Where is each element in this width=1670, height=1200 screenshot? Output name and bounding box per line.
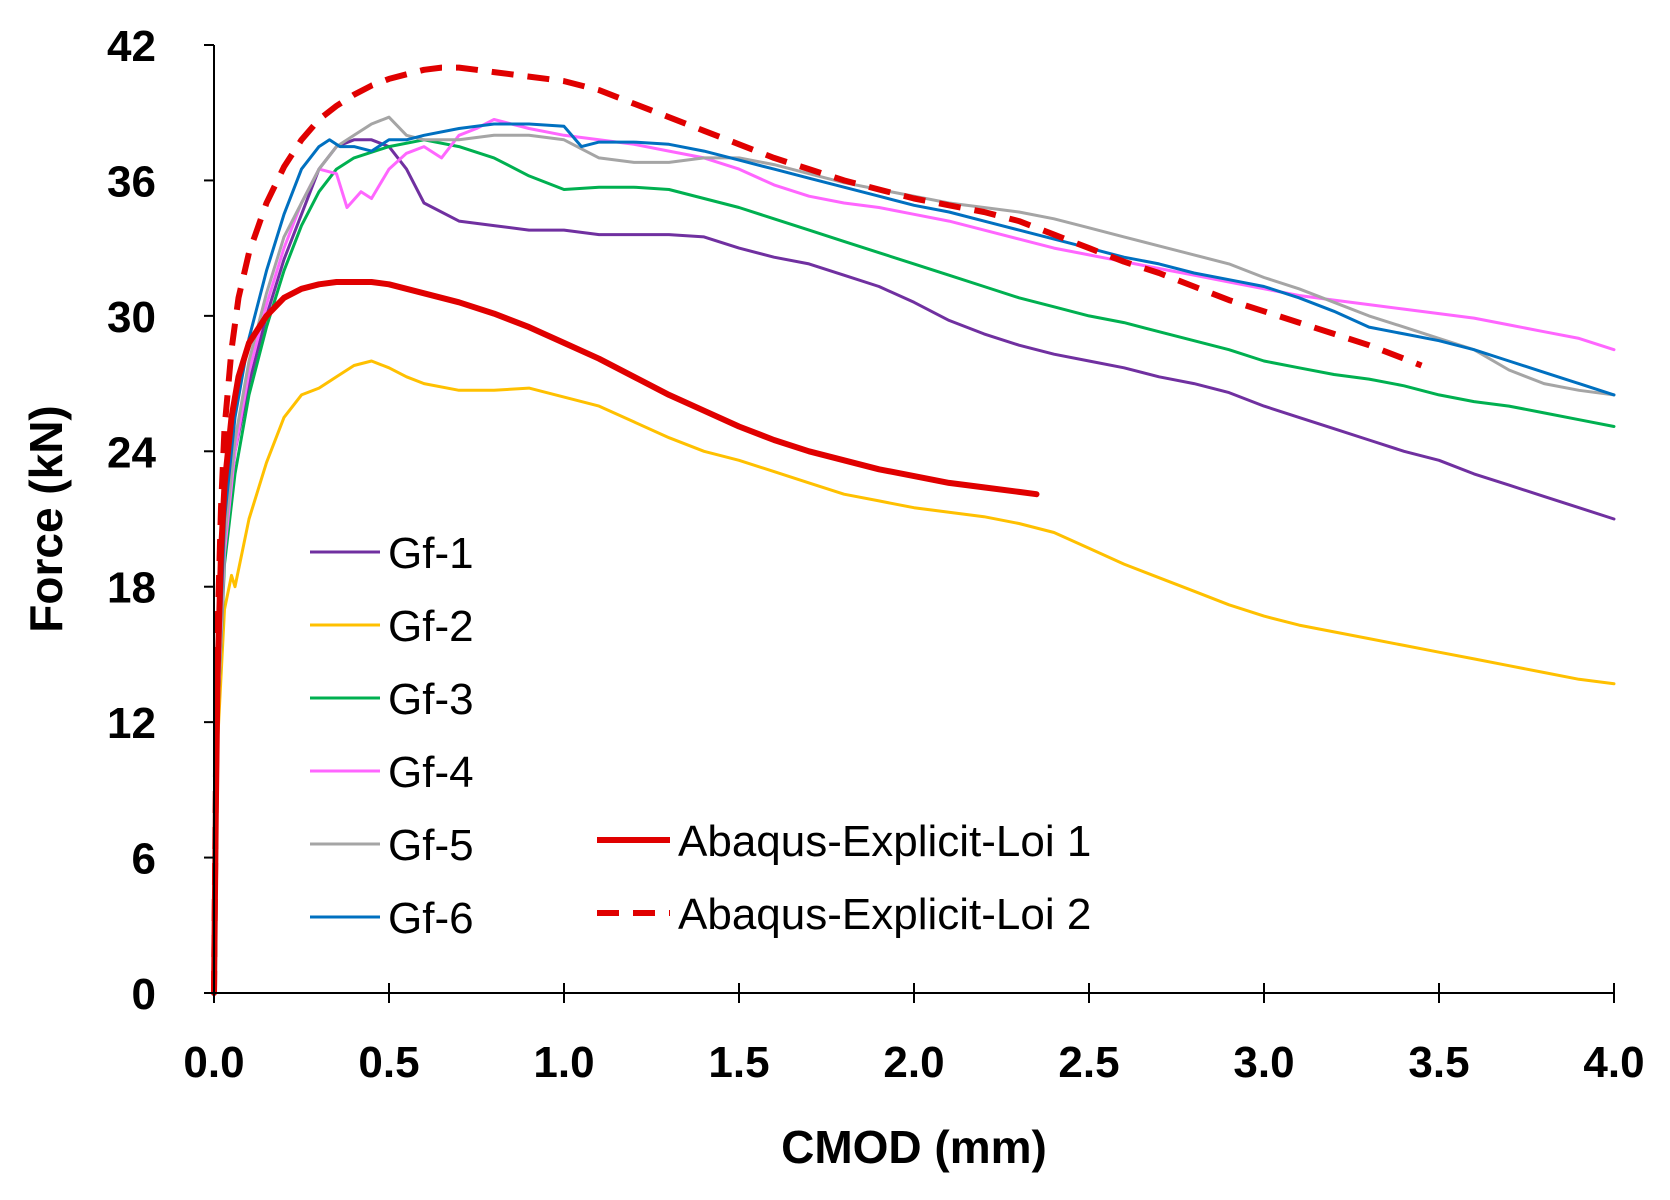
legend-label: Abaqus-Explicit-Loi 1 — [678, 817, 1091, 866]
y-tick-label: 12 — [107, 699, 156, 748]
y-tick-label: 0 — [132, 970, 156, 1019]
legend: Gf-1 Gf-2 Gf-3 Gf-4 Gf-5 Gf-6 Abaqus-Explicit-… — [310, 529, 1091, 943]
legend-label: Gf-1 — [388, 529, 474, 578]
series-layer — [211, 64, 1616, 996]
x-tick-label: 2.0 — [883, 1038, 944, 1087]
axes-layer: 0.0 0.5 1.0 1.5 2.0 2.5 3.0 3.5 4.0 0 6 12 18 24 30 36… — [107, 22, 1645, 1087]
legend-label: Gf-6 — [388, 894, 474, 943]
legend-label: Abaqus-Explicit-Loi 2 — [678, 890, 1091, 939]
y-tick-label: 6 — [132, 835, 156, 884]
legend-label: Gf-4 — [388, 748, 474, 797]
y-tick-label: 18 — [107, 564, 156, 613]
y-tick-label: 24 — [107, 428, 156, 477]
x-axis-title: CMOD (mm) — [781, 1121, 1047, 1173]
x-tick-label: 1.0 — [533, 1038, 594, 1087]
x-tick-label: 3.5 — [1408, 1038, 1469, 1087]
y-ticks: 0 6 12 18 24 30 36 42 — [107, 22, 214, 1019]
legend-label: Gf-3 — [388, 675, 474, 724]
x-tick-label: 0.5 — [358, 1038, 419, 1087]
series-line-gf-5 — [212, 115, 1616, 995]
series-line-abaqus-explicit-loi-1 — [211, 279, 1040, 996]
series-line-abaqus-explicit-loi-2 — [211, 64, 1423, 994]
y-tick-label: 36 — [107, 157, 156, 206]
legend-label: Gf-2 — [388, 602, 474, 651]
series-line-gf-2 — [212, 359, 1616, 995]
series-line-gf-3 — [212, 138, 1616, 995]
legend-label: Gf-5 — [388, 821, 474, 870]
series-line-gf-6 — [212, 122, 1616, 995]
y-axis-title: Force (kN) — [20, 405, 72, 632]
x-tick-label: 1.5 — [708, 1038, 769, 1087]
x-tick-label: 0.0 — [183, 1038, 244, 1087]
x-tick-label: 4.0 — [1583, 1038, 1644, 1087]
plot-area — [211, 64, 1616, 996]
y-tick-label: 42 — [107, 22, 156, 71]
x-tick-label: 3.0 — [1233, 1038, 1294, 1087]
y-tick-label: 30 — [107, 293, 156, 342]
x-ticks: 0.0 0.5 1.0 1.5 2.0 2.5 3.0 3.5 4.0 — [183, 983, 1645, 1087]
x-tick-label: 2.5 — [1058, 1038, 1119, 1087]
